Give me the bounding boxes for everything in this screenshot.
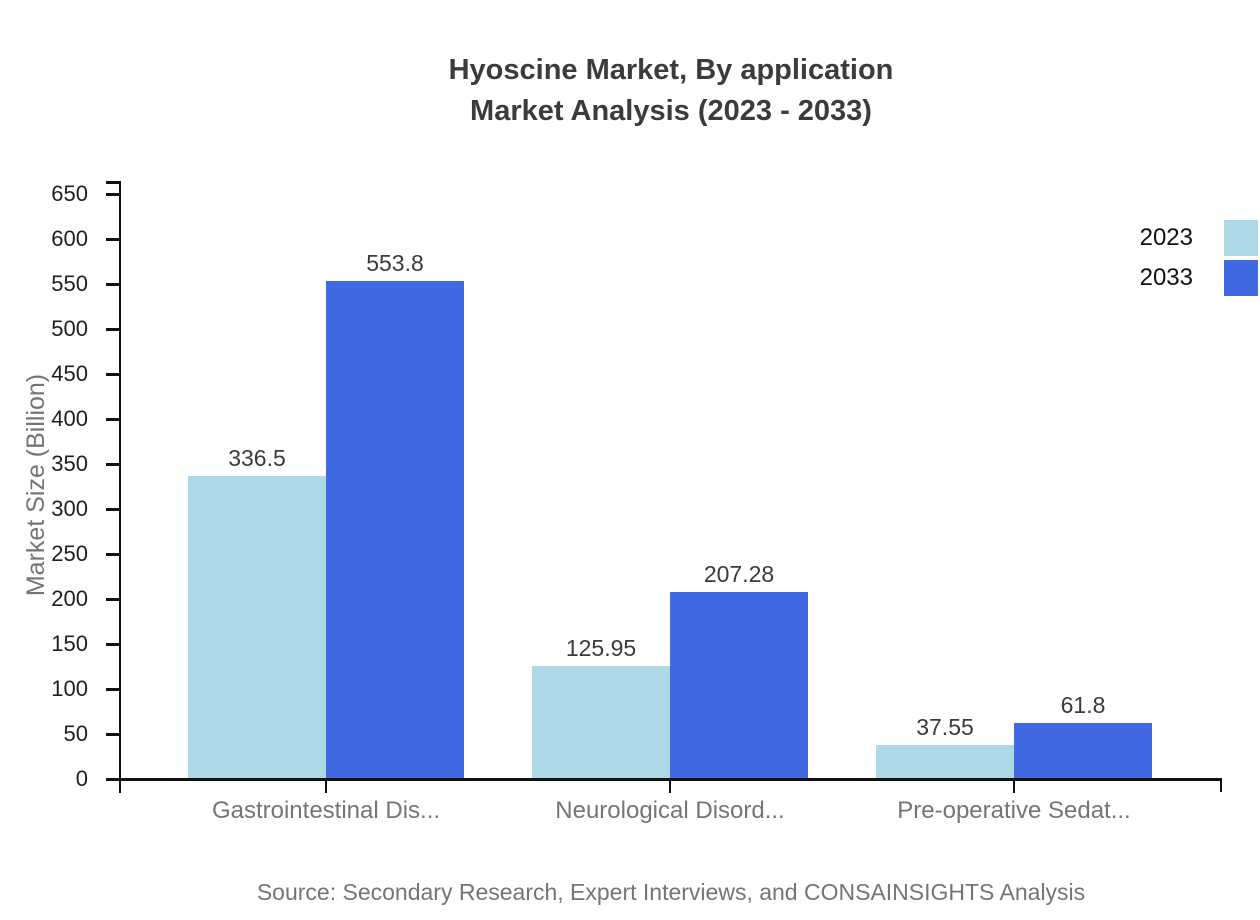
y-tick-label: 650	[51, 181, 88, 206]
y-tick-label: 350	[51, 451, 88, 476]
y-tick-mark	[105, 193, 119, 196]
y-tick-mark	[105, 373, 119, 376]
y-tick-mark	[105, 733, 119, 736]
x-tick-mark	[324, 780, 328, 793]
y-tick-mark	[105, 463, 119, 466]
bar-2023-2	[532, 665, 670, 779]
y-tick-mark	[105, 238, 119, 241]
x-category-label: Pre-operative Sedat...	[897, 797, 1131, 824]
bar-2033-1	[326, 280, 464, 779]
x-category-label: Gastrointestinal Dis...	[211, 797, 441, 824]
y-tick-mark	[105, 328, 119, 331]
y-tick-label: 300	[51, 496, 88, 521]
bar-value-label: 207.28	[703, 561, 775, 588]
bar-value-label: 125.95	[565, 634, 637, 661]
bar-2033-2	[670, 592, 808, 779]
y-tick-label: 400	[51, 406, 88, 431]
legend-label-2033: 2033	[1139, 264, 1193, 291]
y-axis-line	[118, 181, 121, 793]
legend-swatch-2033	[1224, 260, 1258, 296]
y-tick-mark	[105, 283, 119, 286]
y-tick-label: 150	[51, 631, 88, 656]
chart-title-line2: Market Analysis (2023 - 2033)	[470, 95, 872, 127]
y-tick-mark	[105, 778, 119, 781]
y-tick-label: 450	[51, 361, 88, 386]
y-tick-mark	[105, 418, 119, 421]
y-tick-mark	[105, 508, 119, 511]
bar-value-label: 336.5	[228, 445, 286, 472]
y-tick-label: 200	[51, 586, 88, 611]
x-category-label: Neurological Disord...	[555, 797, 785, 824]
legend-swatch-2023	[1224, 220, 1258, 256]
y-tick-label: 0	[75, 766, 88, 791]
x-tick-mark	[668, 780, 672, 793]
chart-title: Hyoscine Market, By application Market A…	[120, 50, 1222, 132]
x-axis-line	[118, 778, 1222, 781]
x-axis-end-cap	[1219, 778, 1222, 792]
bar-value-label: 553.8	[366, 249, 424, 276]
bar-2023-3	[876, 745, 1014, 779]
bar-2033-3	[1014, 723, 1152, 779]
legend-label-2023: 2023	[1139, 224, 1193, 251]
y-tick-mark	[105, 598, 119, 601]
y-tick-mark	[105, 643, 119, 646]
y-tick-label: 250	[51, 541, 88, 566]
chart-title-line1: Hyoscine Market, By application	[448, 54, 894, 86]
y-tick-mark	[105, 688, 119, 691]
bar-value-label: 37.55	[916, 714, 974, 741]
x-tick-mark	[1012, 780, 1016, 793]
y-tick-label: 50	[63, 721, 88, 746]
y-tick-label: 550	[51, 271, 88, 296]
bar-value-label: 61.8	[1060, 692, 1106, 719]
y-tick-label: 600	[51, 226, 88, 251]
y-tick-mark	[105, 553, 119, 556]
y-axis-top-cap	[105, 181, 119, 184]
y-tick-label: 100	[51, 676, 88, 701]
bar-2023-1	[188, 476, 326, 779]
source-note: Source: Secondary Research, Expert Inter…	[256, 879, 1086, 905]
y-tick-label: 500	[51, 316, 88, 341]
